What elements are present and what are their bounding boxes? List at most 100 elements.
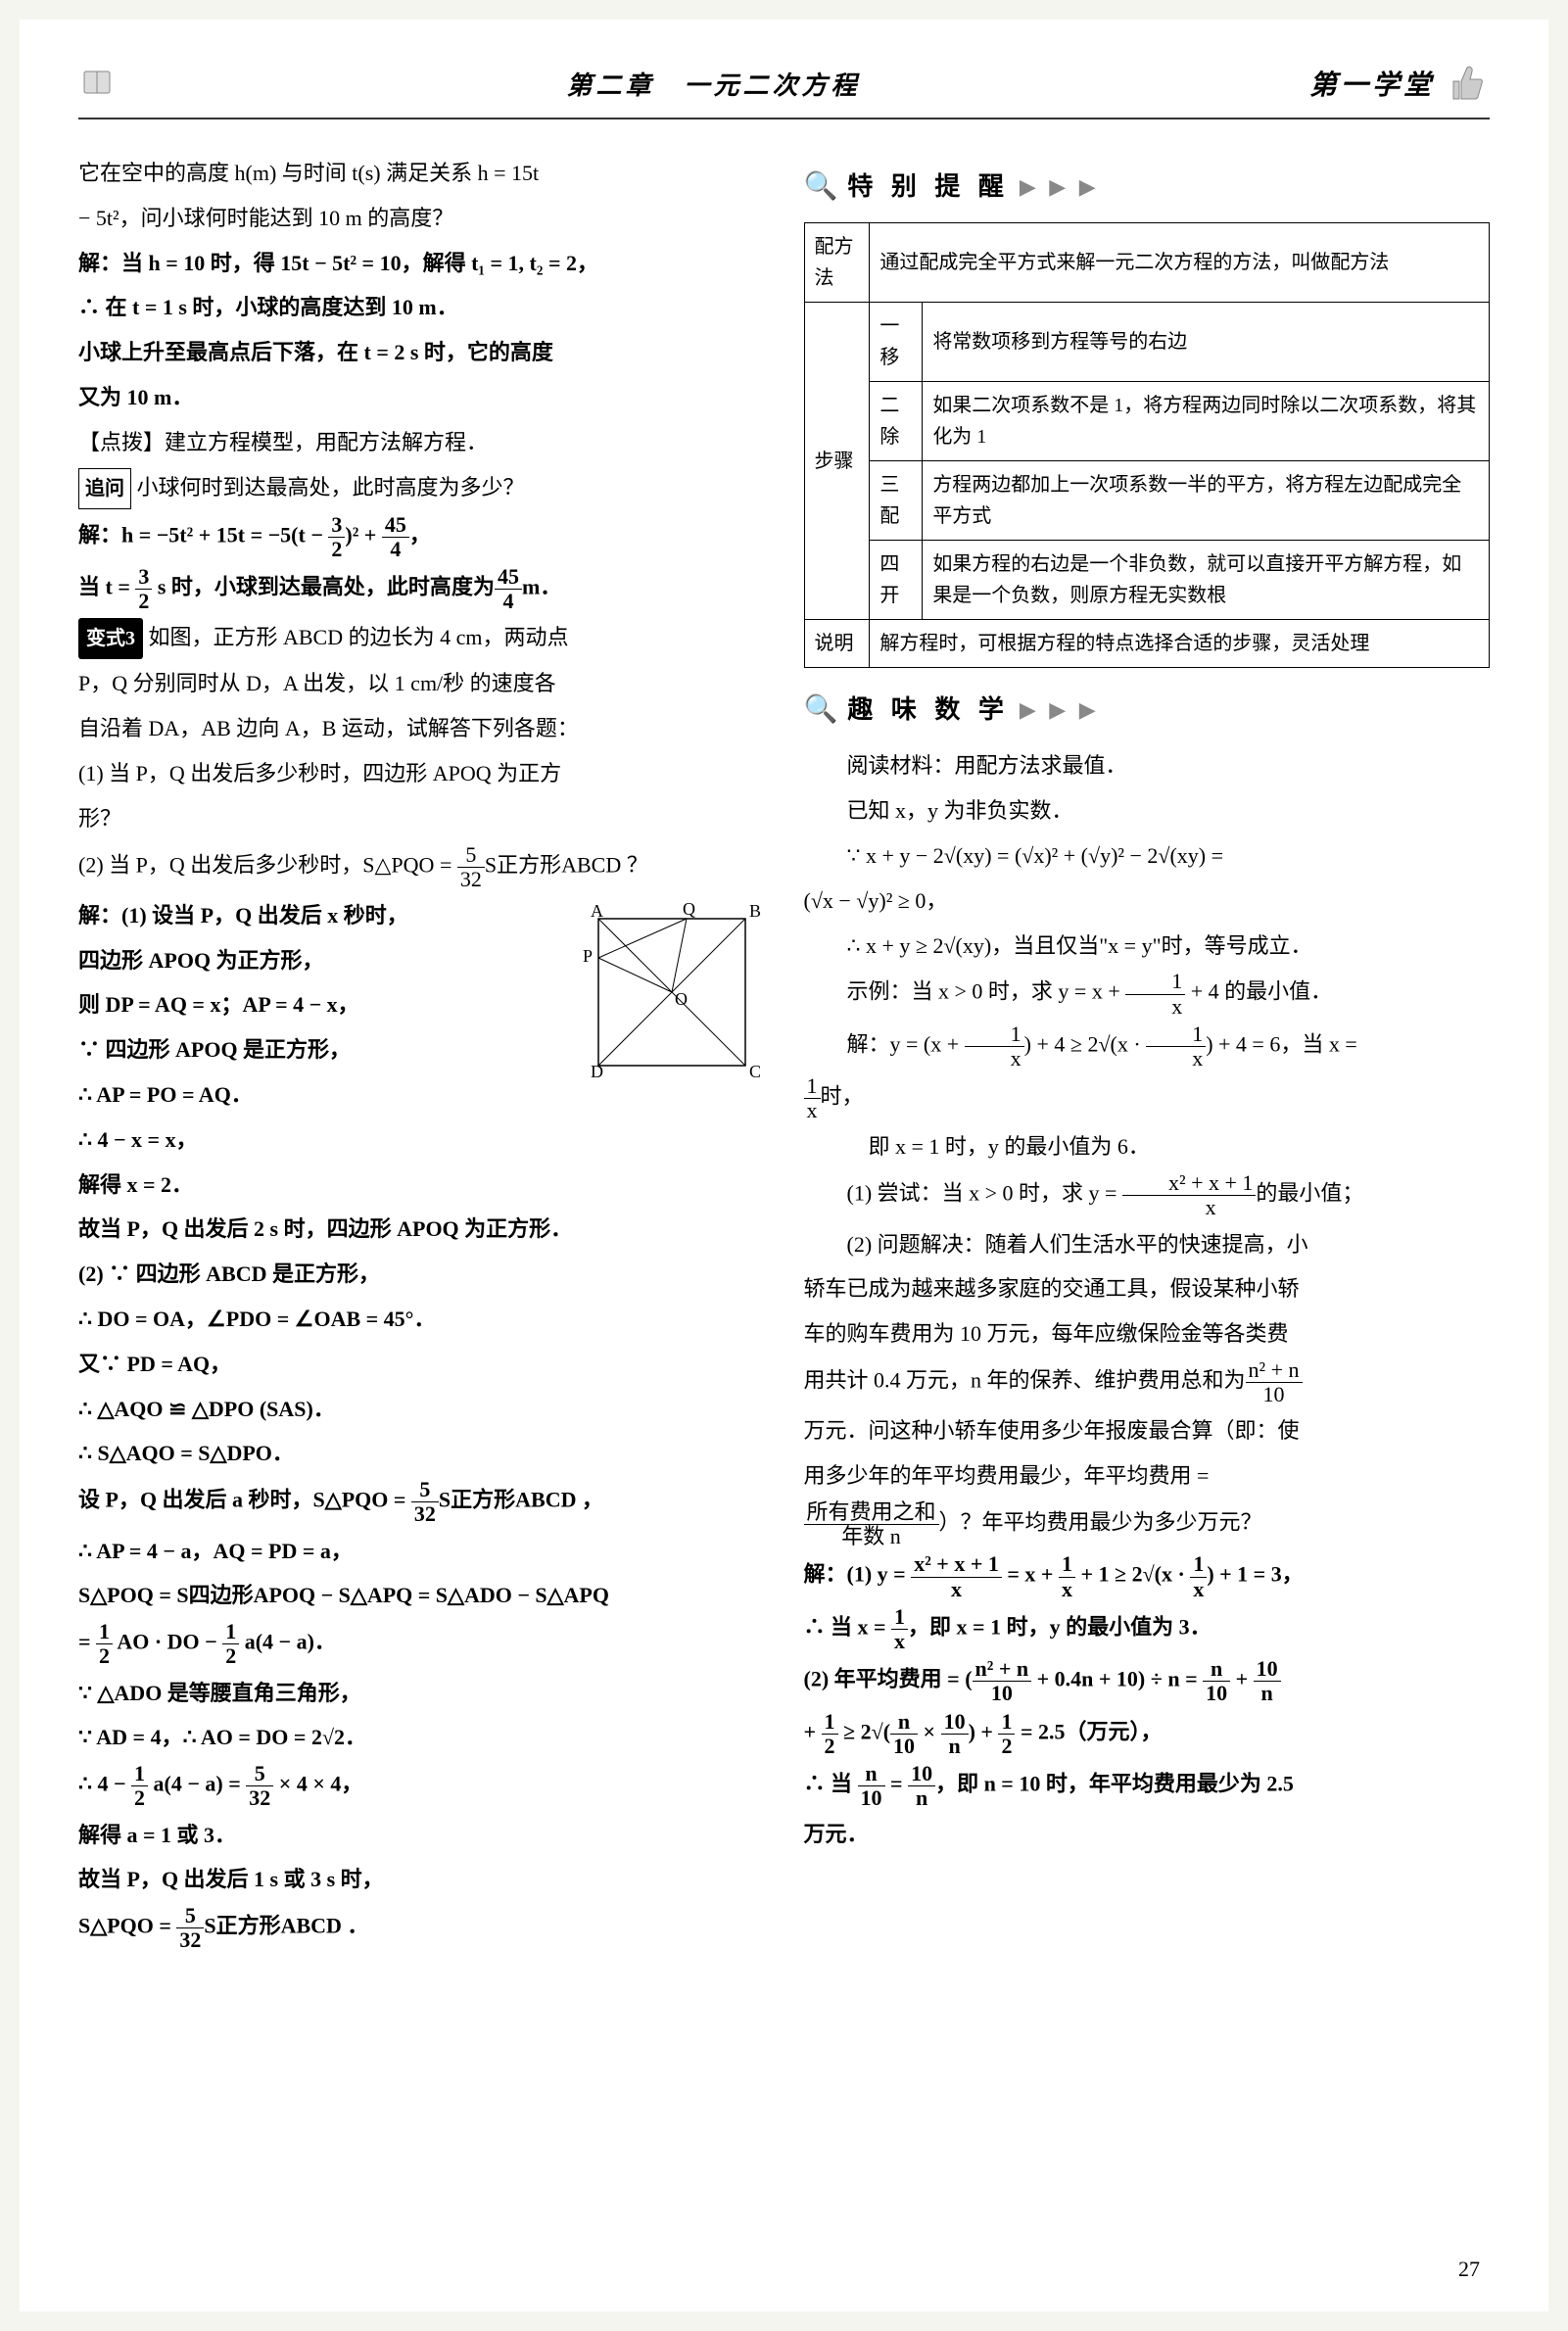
followup-text: 小球何时到达最高处，此时高度为多少？ xyxy=(137,475,525,500)
method-table: 配方法 通过配成完全平方式来解一元二次方程的方法，叫做配方法 步骤 一移 将常数… xyxy=(804,222,1491,668)
reading-text: 示例：当 x > 0 时，求 y = x + 1x + 4 的最小值． xyxy=(804,970,1491,1018)
reading-text: ∵ x + y − 2√(xy) = (√x)² + (√y)² − 2√(xy… xyxy=(804,835,1491,877)
solution-line: S△POQ = S四边形APOQ − S△APQ = S△ADO − S△APQ xyxy=(78,1575,765,1616)
solution-line: ∴ DO = OA，∠PDO = ∠OAB = 45°． xyxy=(78,1299,765,1340)
solution-line: 解：h = −5t² + 15t = −5(t − 32)² + 454， xyxy=(78,513,765,561)
reading-text: 即 x = 1 时，y 的最小值为 6． xyxy=(804,1126,1491,1167)
solution-line: 故当 P，Q 出发后 2 s 时，四边形 APOQ 为正方形． xyxy=(78,1209,765,1250)
svg-text:O: O xyxy=(675,989,688,1009)
reading-text: 1x时， xyxy=(804,1074,1491,1122)
solution-line: 设 P，Q 出发后 a 秒时，S△PQO = 532S正方形ABCD ， xyxy=(78,1478,765,1526)
problem-text: (1) 当 P，Q 出发后多少秒时，四边形 APOQ 为正方 xyxy=(78,753,765,794)
svg-text:P: P xyxy=(583,946,593,966)
reading-text: 万元．问这种小轿车使用多少年报废最合算（即：使 xyxy=(804,1410,1491,1451)
book-icon xyxy=(78,64,118,103)
solution-line: 万元． xyxy=(804,1814,1491,1855)
table-cell: 将常数项移到方程等号的右边 xyxy=(923,303,1490,382)
problem-text: (2) 当 P，Q 出发后多少秒时，S△PQO = 532S正方形ABCD ？ xyxy=(78,843,765,891)
solution-line: (2) ∵ 四边形 ABCD 是正方形， xyxy=(78,1254,765,1295)
section-title: 特 别 提 醒 xyxy=(847,163,1010,211)
solution-line: 小球上升至最高点后下落，在 t = 2 s 时，它的高度 xyxy=(78,332,765,373)
solution-line: ∵ AD = 4，∴ AO = DO = 2√2． xyxy=(78,1717,765,1758)
problem-text: 它在空中的高度 h(m) 与时间 t(s) 满足关系 h = 15t xyxy=(78,153,765,194)
problem-text: 自沿着 DA，AB 边向 A，B 运动，试解答下列各题： xyxy=(78,708,765,749)
reading-text: (2) 问题解决：随着人们生活水平的快速提高，小 xyxy=(804,1224,1491,1265)
solution-line: ∴ S△AQO = S△DPO． xyxy=(78,1433,765,1474)
table-cell: 配方法 xyxy=(804,223,870,303)
thumbs-up-icon xyxy=(1441,59,1490,108)
solution-line: ∴ 4 − x = x， xyxy=(78,1119,765,1161)
table-row: 二除 如果二次项系数不是 1，将方程两边同时除以二次项系数，将其化为 1 xyxy=(804,382,1490,461)
solution-line: ∴ 当 n10 = 10n，即 n = 10 时，年平均费用最少为 2.5 xyxy=(804,1762,1491,1810)
problem-text: 形？ xyxy=(78,798,765,839)
reading-text: (1) 尝试：当 x > 0 时，求 y = x² + x + 1x的最小值； xyxy=(804,1171,1491,1219)
solution-line: 解：(1) y = x² + x + 1x = x + 1x + 1 ≥ 2√(… xyxy=(804,1552,1491,1600)
left-column: 它在空中的高度 h(m) 与时间 t(s) 满足关系 h = 15t − 5t²… xyxy=(78,149,765,1957)
table-row: 三配 方程两边都加上一次项系数一半的平方，将方程左边配成完全平方式 xyxy=(804,461,1490,541)
solution-line: 解得 x = 2． xyxy=(78,1165,765,1206)
page-header: 第二章 一元二次方程 第一学堂 xyxy=(78,59,1490,119)
solution-line: ∴ 当 x = 1x，即 x = 1 时，y 的最小值为 3． xyxy=(804,1605,1491,1653)
table-cell: 二除 xyxy=(870,382,923,461)
page-number: 27 xyxy=(1458,2257,1480,2282)
solution-line: 当 t = 32 s 时，小球到达最高处，此时高度为454m． xyxy=(78,565,765,613)
solution-line: 又为 10 m． xyxy=(78,377,765,418)
solution-line: 解得 a = 1 或 3． xyxy=(78,1815,765,1856)
reading-text: 所有费用之和年数 n）？年平均费用最少为多少万元？ xyxy=(804,1500,1491,1548)
table-cell: 解方程时，可根据方程的特点选择合适的步骤，灵活处理 xyxy=(870,620,1490,668)
solution-line: ∵ △ADO 是等腰直角三角形， xyxy=(78,1673,765,1714)
solution-line: ∴ △AQO ≌ △DPO (SAS)． xyxy=(78,1389,765,1430)
reading-text: 阅读材料：用配方法求最值． xyxy=(804,745,1491,786)
svg-text:C: C xyxy=(749,1062,761,1081)
svg-text:B: B xyxy=(749,901,761,921)
reading-text: (√x − √y)² ≥ 0， xyxy=(804,880,1491,922)
reading-text: 已知 x，y 为非负实数． xyxy=(804,790,1491,832)
reading-text: 用共计 0.4 万元，n 年的保养、维护费用总和为n² + n10 xyxy=(804,1358,1491,1406)
chapter-title: 第二章 一元二次方程 xyxy=(566,66,860,102)
special-reminder-header: 🔍 特 别 提 醒 ▶ ▶ ▶ xyxy=(804,161,1491,213)
problem-text: P，Q 分别同时从 D，A 出发，以 1 cm/秒 的速度各 xyxy=(78,663,765,704)
problem-text: − 5t²，问小球何时能达到 10 m 的高度？ xyxy=(78,198,765,239)
solution-line: (2) 年平均费用 = (n² + n10 + 0.4n + 10) ÷ n =… xyxy=(804,1657,1491,1705)
table-cell: 步骤 xyxy=(804,303,870,620)
solution-line: ∴ AP = 4 − a，AQ = PD = a， xyxy=(78,1531,765,1572)
reading-text: 解：y = (x + 1x) + 4 ≥ 2√(x · 1x) + 4 = 6，… xyxy=(804,1023,1491,1070)
variant-label: 变式3 xyxy=(78,618,143,659)
right-column: 🔍 特 别 提 醒 ▶ ▶ ▶ 配方法 通过配成完全平方式来解一元二次方程的方法… xyxy=(804,149,1491,1957)
solution-line: S△PQO = 532S正方形ABCD ． xyxy=(78,1904,765,1952)
table-row: 说明 解方程时，可根据方程的特点选择合适的步骤，灵活处理 xyxy=(804,620,1490,668)
two-column-layout: 它在空中的高度 h(m) 与时间 t(s) 满足关系 h = 15t − 5t²… xyxy=(78,149,1490,1957)
arrow-decor-icon: ▶ ▶ ▶ xyxy=(1020,690,1100,731)
solution-line: + 12 ≥ 2√(n10 × 10n) + 12 = 2.5（万元）， xyxy=(804,1710,1491,1758)
svg-text:D: D xyxy=(591,1062,603,1081)
variant-problem: 变式3 如图，正方形 ABCD 的边长为 4 cm，两动点 xyxy=(78,617,765,659)
reading-text: 车的购车费用为 10 万元，每年应缴保险金等各类费 xyxy=(804,1313,1491,1355)
section-title: 趣 味 数 学 xyxy=(847,686,1010,734)
table-cell: 三配 xyxy=(870,461,923,541)
reading-text: ∴ x + y ≥ 2√(xy)，当且仅当"x = y"时，等号成立． xyxy=(804,926,1491,967)
table-cell: 四开 xyxy=(870,541,923,620)
table-cell: 通过配成完全平方式来解一元二次方程的方法，叫做配方法 xyxy=(870,223,1490,303)
solution-line: = 12 AO · DO − 12 a(4 − a)． xyxy=(78,1620,765,1668)
magnifier-icon: 🔍 xyxy=(804,161,838,213)
hint-text: 【点拨】建立方程模型，用配方法解方程． xyxy=(78,422,765,463)
followup-question: 追问 小球何时到达最高处，此时高度为多少？ xyxy=(78,467,765,509)
table-row: 四开 如果方程的右边是一个非负数，就可以直接开平方解方程，如果是一个负数，则原方… xyxy=(804,541,1490,620)
arrow-decor-icon: ▶ ▶ ▶ xyxy=(1020,166,1100,208)
magnifier-icon: 🔍 xyxy=(804,684,838,736)
table-row: 配方法 通过配成完全平方式来解一元二次方程的方法，叫做配方法 xyxy=(804,223,1490,303)
svg-text:A: A xyxy=(591,901,603,921)
solution-line: ∴ 在 t = 1 s 时，小球的高度达到 10 m． xyxy=(78,287,765,328)
table-row: 步骤 一移 将常数项移到方程等号的右边 xyxy=(804,303,1490,382)
followup-label: 追问 xyxy=(78,468,131,509)
table-cell: 如果二次项系数不是 1，将方程两边同时除以二次项系数，将其化为 1 xyxy=(923,382,1490,461)
solution-line: 又∵ PD = AQ， xyxy=(78,1344,765,1385)
table-cell: 说明 xyxy=(804,620,870,668)
solution-line: 故当 P，Q 出发后 1 s 或 3 s 时， xyxy=(78,1859,765,1900)
svg-text:Q: Q xyxy=(683,899,695,919)
reading-text: 用多少年的年平均费用最少，年平均费用 = xyxy=(804,1455,1491,1497)
table-cell: 一移 xyxy=(870,303,923,382)
solution-line: ∴ 4 − 12 a(4 − a) = 532 × 4 × 4， xyxy=(78,1762,765,1810)
reading-text: 轿车已成为越来越多家庭的交通工具，假设某种小轿 xyxy=(804,1268,1491,1309)
textbook-page: 第二章 一元二次方程 第一学堂 它在空中的高度 h(m) 与时间 t(s) 满足… xyxy=(20,20,1548,2311)
